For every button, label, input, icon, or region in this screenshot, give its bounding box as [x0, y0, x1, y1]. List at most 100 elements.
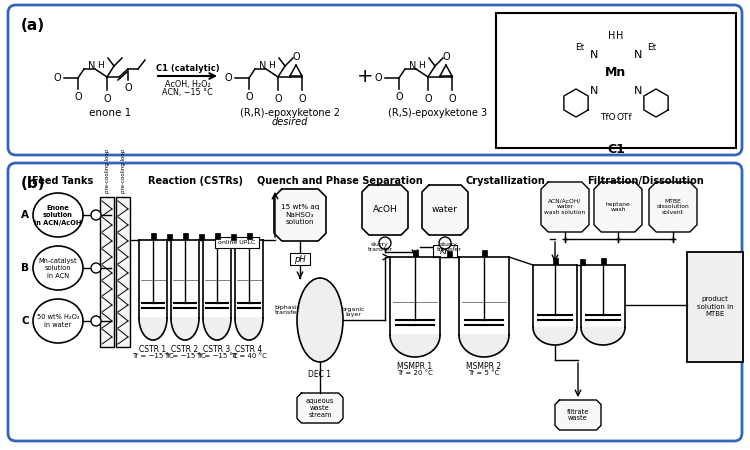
Ellipse shape [91, 210, 101, 220]
Bar [215, 237, 259, 248]
Text: heptane
wash: heptane wash [606, 202, 630, 212]
Text: pre-cooling loop: pre-cooling loop [121, 149, 125, 193]
Text: N: N [590, 86, 598, 96]
Bar [482, 250, 487, 256]
Bar [601, 258, 605, 264]
Polygon shape [390, 257, 440, 357]
Polygon shape [541, 182, 589, 232]
Text: AcOH: AcOH [373, 206, 398, 215]
Text: CSTR 4: CSTR 4 [236, 345, 262, 354]
Text: Quench and Phase Separation: Quench and Phase Separation [257, 176, 423, 186]
Text: N: N [410, 61, 417, 71]
Polygon shape [555, 400, 601, 430]
Bar [100, 197, 114, 347]
Text: N: N [634, 50, 642, 60]
Polygon shape [171, 240, 199, 340]
Text: N: N [260, 61, 267, 71]
Text: organic
layer: organic layer [341, 306, 364, 317]
Text: MSMPR 1: MSMPR 1 [398, 362, 433, 371]
Polygon shape [533, 265, 577, 345]
Text: OTf: OTf [616, 113, 632, 122]
Ellipse shape [439, 237, 451, 249]
Text: H: H [268, 62, 274, 71]
Text: H: H [418, 62, 424, 71]
Bar [553, 258, 557, 264]
Bar [166, 234, 172, 240]
Text: Tr = −15 °C: Tr = −15 °C [164, 353, 206, 359]
Bar [247, 233, 251, 239]
Text: enone 1: enone 1 [88, 108, 131, 118]
Text: MSMPR 2: MSMPR 2 [466, 362, 502, 371]
Text: DEC 1: DEC 1 [308, 370, 332, 379]
Text: ACN, −15 °C: ACN, −15 °C [162, 88, 213, 97]
Text: Tr = 20 °C: Tr = 20 °C [397, 370, 433, 376]
Text: slurry
transfer: slurry transfer [436, 242, 461, 252]
Text: AcOH, H₂O₂: AcOH, H₂O₂ [165, 80, 210, 89]
Polygon shape [362, 185, 408, 235]
Bar [290, 253, 310, 265]
Text: aqueous
waste
stream: aqueous waste stream [306, 398, 334, 418]
Text: online UPLC: online UPLC [218, 240, 256, 245]
Text: N: N [590, 50, 598, 60]
Polygon shape [235, 240, 263, 340]
Bar [199, 234, 203, 240]
Text: O: O [104, 94, 111, 104]
Text: C: C [21, 316, 29, 326]
Text: O: O [448, 94, 456, 104]
Text: water: water [432, 206, 458, 215]
Text: A: A [21, 210, 29, 220]
Text: filtrate
waste: filtrate waste [567, 409, 590, 422]
Text: N: N [88, 61, 96, 71]
Text: H: H [97, 62, 104, 71]
Text: 15 wt% aq
NaHSO₃
solution: 15 wt% aq NaHSO₃ solution [280, 204, 320, 225]
Text: Et: Et [575, 42, 585, 51]
Text: O: O [274, 94, 282, 104]
Text: (R,S)-epoxyketone 3: (R,S)-epoxyketone 3 [388, 108, 488, 118]
Bar [214, 233, 220, 239]
Text: O: O [224, 73, 232, 83]
Ellipse shape [91, 263, 101, 273]
Text: Et: Et [647, 42, 657, 51]
Polygon shape [594, 182, 642, 232]
Text: MTBE
dissolution
solvent: MTBE dissolution solvent [657, 199, 689, 215]
FancyBboxPatch shape [8, 163, 742, 441]
Bar [182, 233, 188, 239]
Text: CSTR 2: CSTR 2 [172, 345, 199, 354]
Text: O: O [74, 92, 82, 102]
Text: Tr = 40 °C: Tr = 40 °C [231, 353, 267, 359]
Text: O: O [374, 73, 382, 83]
Text: Tr = −15 °C: Tr = −15 °C [132, 353, 174, 359]
Polygon shape [422, 185, 468, 235]
Text: desired: desired [272, 117, 308, 127]
Bar [580, 259, 584, 265]
Polygon shape [139, 240, 167, 340]
FancyBboxPatch shape [8, 5, 742, 155]
Text: Tr = 5 °C: Tr = 5 °C [468, 370, 500, 376]
Ellipse shape [91, 316, 101, 326]
Text: 50 wt% H₂O₂
in water: 50 wt% H₂O₂ in water [37, 314, 80, 328]
Ellipse shape [297, 278, 343, 362]
Polygon shape [203, 240, 231, 340]
Text: CSTR 3: CSTR 3 [203, 345, 231, 354]
Text: O: O [298, 94, 306, 104]
Bar [447, 251, 452, 257]
Bar [116, 197, 130, 347]
Text: pH: pH [294, 255, 306, 264]
Bar [151, 233, 155, 239]
Text: O: O [124, 83, 132, 93]
Text: KF: KF [440, 247, 450, 256]
Ellipse shape [379, 237, 391, 249]
Bar [433, 245, 457, 257]
Bar [230, 234, 236, 240]
Polygon shape [649, 182, 697, 232]
Text: +: + [357, 67, 374, 86]
Text: Feed Tanks: Feed Tanks [32, 176, 94, 186]
Text: slurry
transfer: slurry transfer [368, 242, 392, 252]
Text: B: B [21, 263, 29, 273]
Text: Filtration/Dissolution: Filtration/Dissolution [586, 176, 704, 186]
Text: O: O [442, 52, 450, 62]
Text: C1 (catalytic): C1 (catalytic) [156, 64, 219, 73]
Text: H: H [616, 31, 624, 41]
Text: product
solution in
MTBE: product solution in MTBE [697, 297, 734, 318]
Polygon shape [459, 257, 509, 357]
